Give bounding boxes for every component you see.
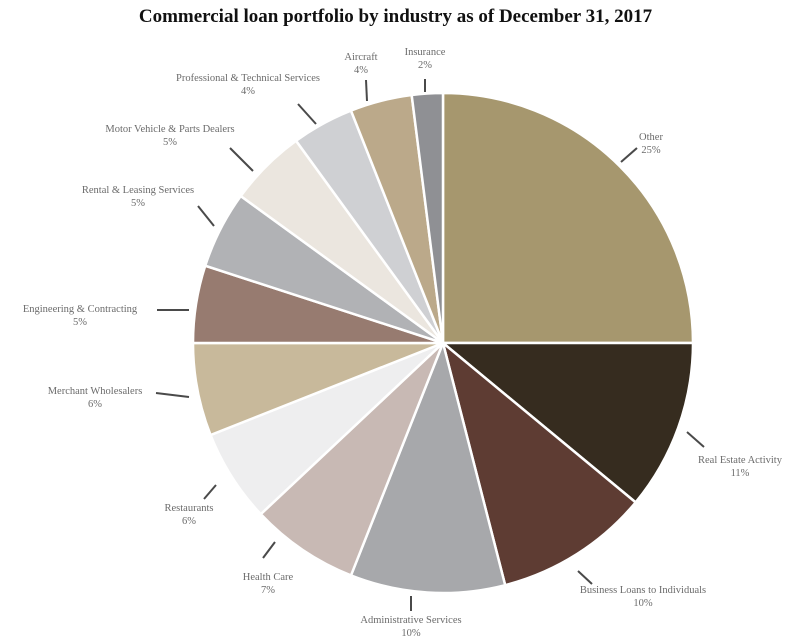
slice-label-value: 5% bbox=[131, 198, 145, 209]
pie-slice-administrative-services bbox=[349, 338, 507, 595]
slice-label-restaurants: Restaurants 6% bbox=[165, 503, 214, 527]
slice-label-value: 11% bbox=[731, 468, 750, 479]
slice-label-insurance: Insurance 2% bbox=[405, 47, 446, 71]
slice-label-name: Business Loans to Individuals bbox=[580, 585, 706, 596]
slice-label-real-estate-activity: Real Estate Activity 11% bbox=[698, 455, 783, 479]
pie-labels: Other 25% Real Estate Activity 11% Business … bbox=[23, 47, 783, 639]
leader-line-professional-and-technical-services bbox=[297, 103, 317, 125]
slice-label-motor-vehicle-and-parts-dealers: Motor Vehicle & Parts Dealers 5% bbox=[105, 124, 234, 148]
slice-label-name: Aircraft bbox=[344, 52, 377, 63]
slice-label-professional-and-technical-services: Professional & Technical Services 4% bbox=[176, 73, 320, 97]
slice-label-name: Restaurants bbox=[165, 503, 214, 514]
leader-line-rental-and-leasing-services bbox=[197, 205, 215, 227]
slice-label-name: Insurance bbox=[405, 47, 446, 58]
slice-label-name: Real Estate Activity bbox=[698, 455, 783, 466]
slice-label-value: 5% bbox=[73, 317, 87, 328]
slice-label-merchant-wholesalers: Merchant Wholesalers 6% bbox=[48, 386, 143, 410]
leader-line-other bbox=[620, 147, 638, 163]
slice-label-administrative-services: Administrative Services 10% bbox=[360, 615, 461, 639]
slice-label-name: Administrative Services bbox=[360, 615, 461, 626]
slice-label-aircraft: Aircraft 4% bbox=[344, 52, 377, 76]
slice-label-name: Professional & Technical Services bbox=[176, 73, 320, 84]
leader-line-business-loans-to-individuals bbox=[577, 570, 593, 585]
slice-label-value: 4% bbox=[354, 65, 368, 76]
slice-label-name: Merchant Wholesalers bbox=[48, 386, 143, 397]
pie-slice-business-loans-to-individuals bbox=[440, 339, 638, 587]
leader-line-restaurants bbox=[203, 484, 217, 500]
slice-label-value: 2% bbox=[418, 60, 432, 71]
slice-label-health-care: Health Care 7% bbox=[243, 572, 294, 596]
slice-label-value: 6% bbox=[88, 399, 102, 410]
leader-line-motor-vehicle-and-parts-dealers bbox=[229, 147, 254, 172]
leader-line-aircraft bbox=[365, 79, 368, 102]
pie-slice-real-estate-activity bbox=[439, 341, 695, 505]
slice-label-value: 6% bbox=[182, 516, 196, 527]
chart-title: Commercial loan portfolio by industry as… bbox=[138, 6, 653, 27]
slice-label-business-loans-to-individuals: Business Loans to Individuals 10% bbox=[580, 585, 706, 609]
pie-slice-other bbox=[441, 91, 695, 345]
slice-label-value: 10% bbox=[633, 598, 653, 609]
pie-slices bbox=[191, 91, 695, 595]
slice-label-value: 10% bbox=[401, 628, 421, 639]
slice-label-name: Engineering & Contracting bbox=[23, 304, 138, 315]
slice-label-value: 4% bbox=[241, 86, 255, 97]
slice-label-value: 7% bbox=[261, 585, 275, 596]
slice-label-name: Other bbox=[639, 132, 663, 143]
slice-label-engineering-and-contracting: Engineering & Contracting 5% bbox=[23, 304, 138, 328]
leader-line-merchant-wholesalers bbox=[155, 392, 190, 398]
slice-label-value: 5% bbox=[163, 137, 177, 148]
slice-label-name: Motor Vehicle & Parts Dealers bbox=[105, 124, 234, 135]
slice-label-name: Health Care bbox=[243, 572, 294, 583]
leader-line-real-estate-activity bbox=[686, 431, 705, 448]
pie-slice-health-care bbox=[258, 342, 445, 578]
leader-line-health-care bbox=[262, 541, 276, 559]
slice-label-value: 25% bbox=[641, 145, 661, 156]
slice-label-rental-and-leasing-services: Rental & Leasing Services 5% bbox=[82, 185, 194, 209]
slice-label-other: Other 25% bbox=[639, 132, 663, 156]
pie-slice-insurance bbox=[410, 91, 445, 344]
slice-label-name: Rental & Leasing Services bbox=[82, 185, 194, 196]
